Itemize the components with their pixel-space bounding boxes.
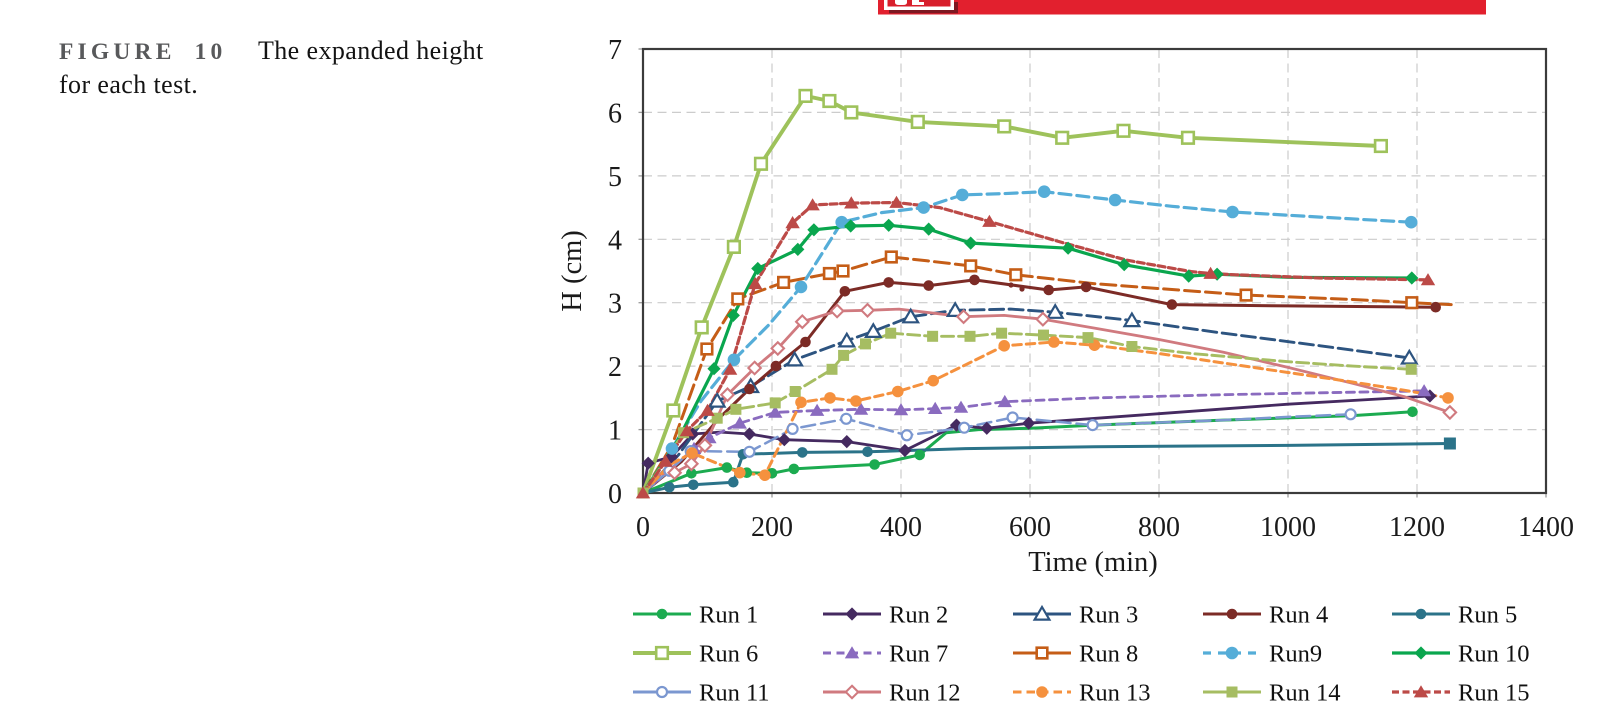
svg-text:1400: 1400	[1518, 512, 1574, 543]
svg-text:4: 4	[608, 225, 622, 256]
svg-text:Run 8: Run 8	[1079, 641, 1138, 668]
svg-text:Time (min): Time (min)	[1028, 547, 1158, 578]
svg-text:1200: 1200	[1389, 512, 1445, 543]
svg-text:1000: 1000	[1260, 512, 1316, 543]
svg-text:0: 0	[636, 512, 650, 543]
svg-text:Run 1: Run 1	[699, 602, 758, 629]
svg-text:Run 7: Run 7	[889, 641, 948, 668]
svg-text:H (cm): H (cm)	[557, 230, 588, 312]
svg-text:Run 10: Run 10	[1458, 641, 1529, 668]
svg-text:5: 5	[608, 162, 622, 193]
svg-text:Run9: Run9	[1269, 641, 1322, 668]
svg-text:Run 2: Run 2	[889, 602, 948, 629]
svg-text:The expanded height: The expanded height	[258, 36, 484, 65]
svg-text:Run 6: Run 6	[699, 641, 758, 668]
svg-text:Run 12: Run 12	[889, 680, 960, 707]
svg-text:Run 14: Run 14	[1269, 680, 1340, 707]
svg-text:7: 7	[608, 35, 622, 66]
svg-text:6: 6	[608, 98, 622, 129]
svg-text:0: 0	[608, 479, 622, 510]
svg-text:Run 11: Run 11	[699, 680, 770, 707]
svg-text:Run 5: Run 5	[1458, 602, 1517, 629]
svg-text:2: 2	[608, 352, 622, 383]
svg-text:600: 600	[1009, 512, 1051, 543]
svg-text:Run 4: Run 4	[1269, 602, 1328, 629]
svg-text:FIGURE 10: FIGURE 10	[59, 39, 226, 65]
svg-text:800: 800	[1138, 512, 1180, 543]
svg-text:3: 3	[608, 289, 622, 320]
svg-text:for each test.: for each test.	[59, 70, 198, 99]
svg-text:Run 15: Run 15	[1458, 680, 1529, 707]
svg-text:Run 13: Run 13	[1079, 680, 1150, 707]
svg-text:Run 3: Run 3	[1079, 602, 1138, 629]
svg-text:400: 400	[880, 512, 922, 543]
svg-text:200: 200	[751, 512, 793, 543]
svg-text:1: 1	[608, 416, 622, 447]
